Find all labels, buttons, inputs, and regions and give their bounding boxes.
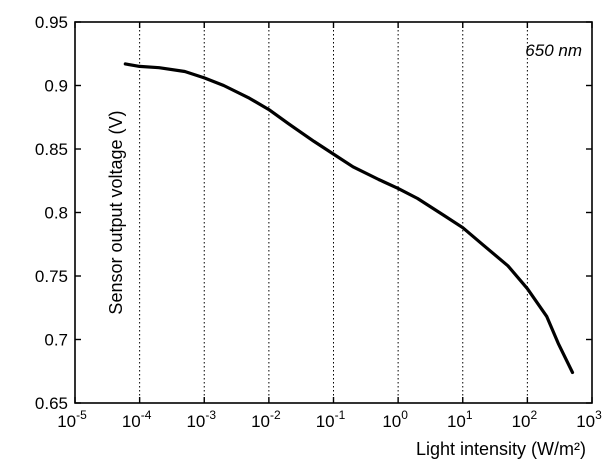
y-tick-label: 0.95 [35, 13, 68, 32]
x-tick-label: 102 [512, 408, 538, 431]
x-tick-label: 100 [382, 408, 408, 431]
x-tick-label: 10-5 [57, 408, 87, 431]
x-tick-labels: 10-5 10-4 10-3 10-2 10-1 100 101 102 103 [57, 408, 602, 431]
x-tick-label: 10-2 [251, 408, 281, 431]
y-tick-label: 0.7 [44, 331, 68, 350]
y-tick-label: 0.85 [35, 140, 68, 159]
wavelength-annotation: 650 nm [525, 41, 582, 60]
grid-lines [139, 22, 528, 403]
x-tick-label: 10-4 [122, 408, 152, 431]
y-tick-label: 0.75 [35, 267, 68, 286]
y-tick-label: 0.9 [44, 77, 68, 96]
y-tick-label: 0.8 [44, 204, 68, 223]
y-tick-label: 0.65 [35, 394, 68, 413]
x-axis-label: Light intensity (W/m²) [416, 439, 586, 459]
x-tick-label: 103 [576, 408, 602, 431]
x-tick-label: 10-1 [316, 408, 346, 431]
axis-ticks [74, 21, 593, 404]
x-tick-label: 10-3 [186, 408, 216, 431]
x-tick-label: 101 [447, 408, 473, 431]
y-axis-label: Sensor output voltage (V) [106, 110, 126, 314]
y-tick-labels: 0.65 0.7 0.75 0.8 0.85 0.9 0.95 [35, 13, 68, 413]
voltage-curve [123, 62, 575, 375]
plot-frame [74, 21, 593, 404]
